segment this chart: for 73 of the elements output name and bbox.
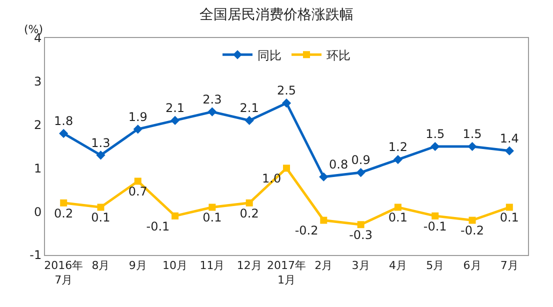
data-label: 1.8 xyxy=(54,114,74,128)
x-tick-label: 7月 xyxy=(500,259,518,272)
data-label: 0.2 xyxy=(54,206,74,220)
data-label: 0.1 xyxy=(388,210,408,225)
data-label: 0.1 xyxy=(500,210,519,225)
point xyxy=(244,116,254,126)
point xyxy=(208,204,216,211)
data-label: -0.1 xyxy=(423,219,447,234)
point xyxy=(356,168,366,178)
point xyxy=(208,107,217,116)
x-tick-label: 12月 xyxy=(236,259,262,272)
data-label: -0.1 xyxy=(146,219,170,234)
point xyxy=(394,204,402,211)
x-tick-label: 9月 xyxy=(128,259,147,272)
data-label: 2.1 xyxy=(165,101,185,116)
data-label: 2.1 xyxy=(240,101,259,116)
x-tick-label: 5月 xyxy=(426,259,444,272)
point xyxy=(506,204,513,211)
data-label: 1.4 xyxy=(500,131,519,146)
point xyxy=(504,146,514,156)
point xyxy=(430,142,440,152)
data-label: 1.5 xyxy=(426,127,445,142)
legend-label: 同比 xyxy=(258,48,282,62)
data-label: 2.3 xyxy=(202,92,222,106)
data-label: 1.2 xyxy=(388,140,408,154)
x-tick-label: 2017年 1月 xyxy=(267,259,306,286)
x-tick-label: 8月 xyxy=(92,259,110,272)
point xyxy=(282,98,292,108)
point xyxy=(246,199,253,206)
point xyxy=(320,216,328,224)
point xyxy=(172,212,179,220)
data-label: -0.2 xyxy=(460,224,484,238)
x-tick-label: 2月 xyxy=(314,259,333,272)
x-tick-label: 2016年 7月 xyxy=(44,259,84,286)
point xyxy=(60,199,68,206)
data-label: -0.2 xyxy=(294,224,318,238)
point xyxy=(319,172,328,182)
y-tick-label: 3 xyxy=(34,74,42,89)
data-label: 2.5 xyxy=(276,84,296,98)
point xyxy=(97,204,104,211)
legend-label: 环比 xyxy=(326,48,350,62)
point xyxy=(357,221,364,228)
y-tick-label: -1 xyxy=(30,248,42,262)
x-tick-label: 3月 xyxy=(352,259,370,272)
y-tick-label: 1 xyxy=(34,161,42,176)
point xyxy=(96,150,106,160)
x-tick-label: 6月 xyxy=(463,259,482,272)
point xyxy=(393,154,403,164)
data-label: 0.8 xyxy=(329,158,348,172)
data-label: 0.7 xyxy=(128,184,148,199)
data-label: -0.3 xyxy=(349,228,373,242)
x-tick-label: 10月 xyxy=(162,259,188,272)
point xyxy=(468,142,477,152)
data-label: 0.1 xyxy=(91,210,110,225)
x-tick-label: 4月 xyxy=(388,259,407,272)
data-label: 1.9 xyxy=(128,110,148,124)
data-label: 1.3 xyxy=(91,136,110,150)
data-label: 0.2 xyxy=(240,206,259,220)
point xyxy=(134,178,142,185)
point xyxy=(133,124,142,134)
x-tick-label: 11月 xyxy=(200,259,225,272)
point xyxy=(59,128,68,138)
point xyxy=(283,164,290,172)
point xyxy=(468,216,476,224)
point xyxy=(170,116,180,126)
data-label: 0.1 xyxy=(202,210,222,225)
chart-title: 全国居民消费价格涨跌幅 xyxy=(200,7,354,24)
data-label: 0.9 xyxy=(351,153,370,168)
point xyxy=(432,212,439,220)
y-axis-title: (%) xyxy=(24,23,44,36)
y-tick-label: 2 xyxy=(34,118,42,132)
data-label: 1.5 xyxy=(462,127,482,142)
y-tick-label: 0 xyxy=(34,204,42,219)
